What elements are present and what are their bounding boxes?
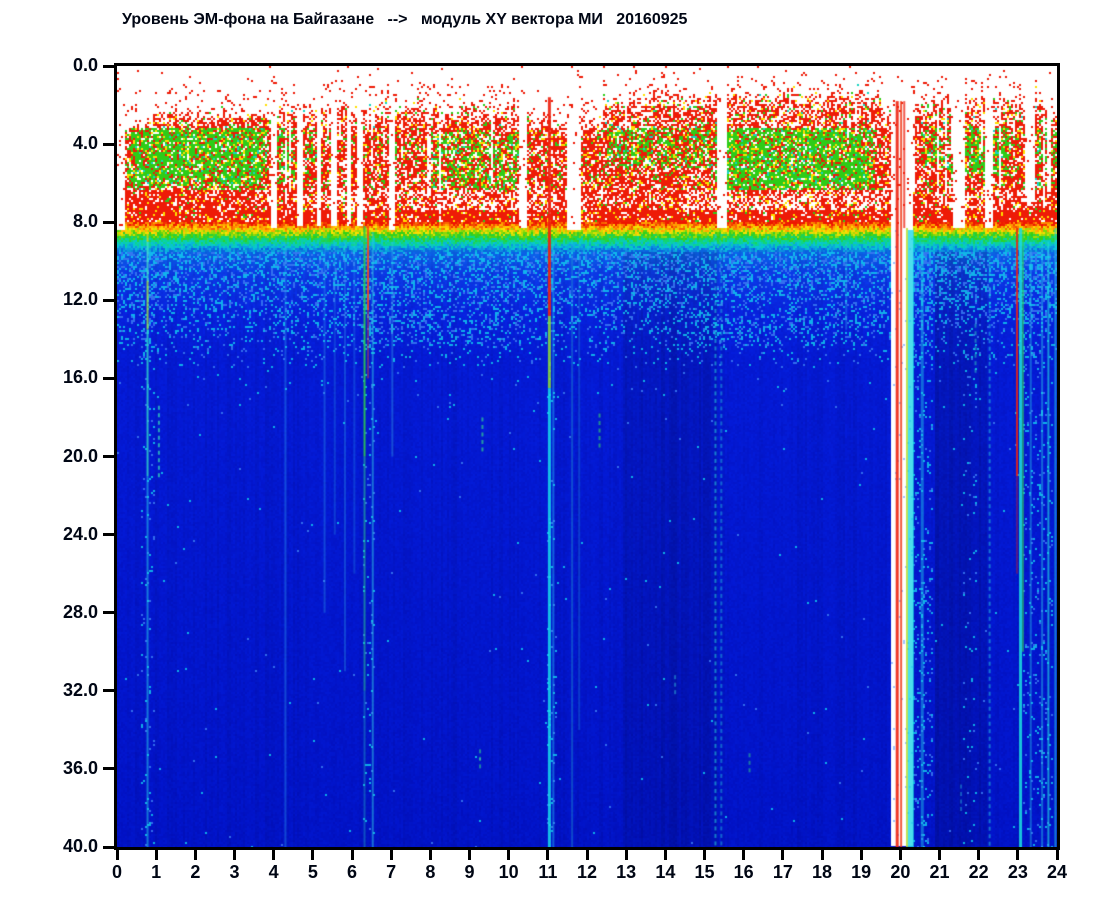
x-tick-label: 16 bbox=[733, 862, 754, 882]
y-tick bbox=[103, 455, 114, 458]
x-tick bbox=[468, 850, 471, 860]
y-tick bbox=[103, 845, 114, 849]
y-tick bbox=[103, 376, 114, 380]
x-tick-label: 12 bbox=[576, 862, 598, 882]
y-tick-label: 40.0 bbox=[62, 836, 98, 856]
x-tick-label: 18 bbox=[811, 862, 833, 882]
x-tick-label: 21 bbox=[929, 862, 950, 882]
x-tick-label: 5 bbox=[307, 862, 318, 882]
x-tick-label: 17 bbox=[772, 862, 793, 882]
x-tick-label: 1 bbox=[151, 862, 162, 882]
x-tick bbox=[624, 850, 628, 860]
x-tick bbox=[115, 850, 119, 860]
y-tick-label: 0.0 bbox=[72, 55, 98, 75]
x-tick-label: 7 bbox=[386, 862, 397, 882]
y-tick-label: 4.0 bbox=[72, 133, 98, 154]
x-tick bbox=[1016, 850, 1020, 860]
x-tick bbox=[154, 850, 158, 860]
plot-area bbox=[114, 63, 1060, 850]
y-tick-label: 32.0 bbox=[62, 679, 98, 700]
y-tick bbox=[103, 689, 114, 693]
x-tick-label: 2 bbox=[190, 862, 201, 882]
y-tick bbox=[103, 611, 114, 615]
y-tick bbox=[103, 533, 114, 537]
x-tick-label: 13 bbox=[616, 862, 637, 882]
x-tick bbox=[663, 850, 667, 860]
x-tick bbox=[546, 850, 550, 860]
x-tick bbox=[193, 850, 197, 860]
chart-title: Уровень ЭМ-фона на Байгазане --> модуль … bbox=[122, 11, 688, 28]
x-tick-label: 11 bbox=[538, 862, 558, 882]
x-tick bbox=[389, 850, 393, 860]
x-tick bbox=[311, 850, 315, 860]
y-tick-label: 20.0 bbox=[62, 445, 98, 466]
y-tick bbox=[103, 142, 114, 146]
y-tick bbox=[103, 298, 114, 302]
x-tick-label: 0 bbox=[111, 862, 122, 882]
y-tick-label: 28.0 bbox=[62, 601, 98, 622]
x-tick bbox=[507, 850, 511, 860]
x-tick bbox=[350, 850, 354, 860]
x-tick-label: 14 bbox=[655, 862, 676, 882]
y-tick-label: 8.0 bbox=[72, 211, 98, 232]
y-tick-label: 16.0 bbox=[62, 367, 98, 388]
x-tick-label: 6 bbox=[346, 862, 357, 882]
y-tick bbox=[103, 220, 114, 224]
x-tick-label: 24 bbox=[1046, 862, 1068, 882]
y-tick-label: 36.0 bbox=[62, 757, 98, 778]
x-tick-label: 15 bbox=[694, 862, 715, 882]
x-tick bbox=[859, 850, 863, 860]
x-tick bbox=[742, 850, 746, 860]
y-tick-label: 24.0 bbox=[62, 523, 98, 544]
x-tick bbox=[272, 850, 276, 860]
x-tick bbox=[233, 850, 236, 860]
x-tick bbox=[898, 850, 902, 860]
x-tick bbox=[428, 850, 432, 860]
x-tick-label: 23 bbox=[1007, 862, 1028, 882]
x-tick-label: 19 bbox=[851, 862, 872, 882]
x-tick-label: 10 bbox=[498, 862, 519, 882]
spectrogram-canvas bbox=[117, 66, 1057, 847]
x-tick-label: 20 bbox=[890, 862, 911, 882]
x-tick bbox=[1055, 850, 1059, 860]
x-tick bbox=[977, 850, 981, 860]
x-tick-label: 9 bbox=[464, 862, 475, 882]
y-tick bbox=[103, 767, 114, 771]
x-tick-label: 4 bbox=[268, 862, 279, 882]
x-tick bbox=[938, 850, 941, 860]
x-tick bbox=[703, 850, 706, 860]
y-tick-label: 12.0 bbox=[62, 289, 98, 310]
x-tick bbox=[781, 850, 785, 860]
x-tick bbox=[585, 850, 589, 860]
x-tick bbox=[820, 850, 824, 860]
x-tick-label: 3 bbox=[229, 862, 240, 882]
x-tick-label: 22 bbox=[968, 862, 989, 882]
y-tick bbox=[103, 64, 114, 68]
x-tick-label: 8 bbox=[425, 862, 436, 882]
